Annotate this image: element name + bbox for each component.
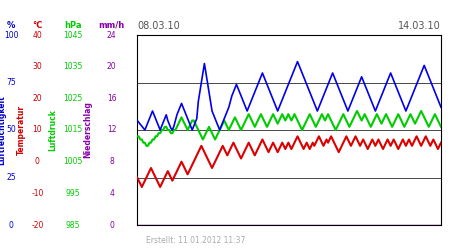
- Text: 12: 12: [107, 126, 117, 134]
- Text: hPa: hPa: [64, 21, 81, 30]
- Text: 1025: 1025: [63, 94, 82, 103]
- Text: 0: 0: [9, 220, 14, 230]
- Text: 16: 16: [107, 94, 117, 103]
- Text: %: %: [7, 21, 15, 30]
- Text: 20: 20: [32, 94, 42, 103]
- Text: 08.03.10: 08.03.10: [137, 21, 180, 31]
- Text: 1005: 1005: [63, 157, 83, 166]
- Text: 25: 25: [6, 173, 16, 182]
- Text: 20: 20: [107, 62, 117, 71]
- Text: -10: -10: [31, 189, 44, 198]
- Text: 1015: 1015: [63, 126, 82, 134]
- Text: 1035: 1035: [63, 62, 83, 71]
- Text: 1045: 1045: [63, 30, 83, 40]
- Text: Luftdruck: Luftdruck: [49, 109, 58, 151]
- Text: 40: 40: [32, 30, 42, 40]
- Text: 24: 24: [107, 30, 117, 40]
- Text: 10: 10: [32, 126, 42, 134]
- Text: 0: 0: [109, 220, 114, 230]
- Text: 0: 0: [35, 157, 40, 166]
- Text: Temperatur: Temperatur: [17, 105, 26, 155]
- Text: Luftfeuchtigkeit: Luftfeuchtigkeit: [0, 95, 7, 165]
- Text: 50: 50: [6, 126, 16, 134]
- Text: 14.03.10: 14.03.10: [398, 21, 441, 31]
- Text: 30: 30: [32, 62, 42, 71]
- Text: 75: 75: [6, 78, 16, 87]
- Text: 100: 100: [4, 30, 18, 40]
- Text: mm/h: mm/h: [99, 21, 125, 30]
- Text: 995: 995: [66, 189, 80, 198]
- Text: 4: 4: [109, 189, 114, 198]
- Text: -20: -20: [31, 220, 44, 230]
- Text: Niederschlag: Niederschlag: [83, 102, 92, 158]
- Text: Erstellt: 11.01.2012 11:37: Erstellt: 11.01.2012 11:37: [146, 236, 246, 245]
- Text: 985: 985: [66, 220, 80, 230]
- Text: °C: °C: [32, 21, 43, 30]
- Text: 8: 8: [109, 157, 114, 166]
